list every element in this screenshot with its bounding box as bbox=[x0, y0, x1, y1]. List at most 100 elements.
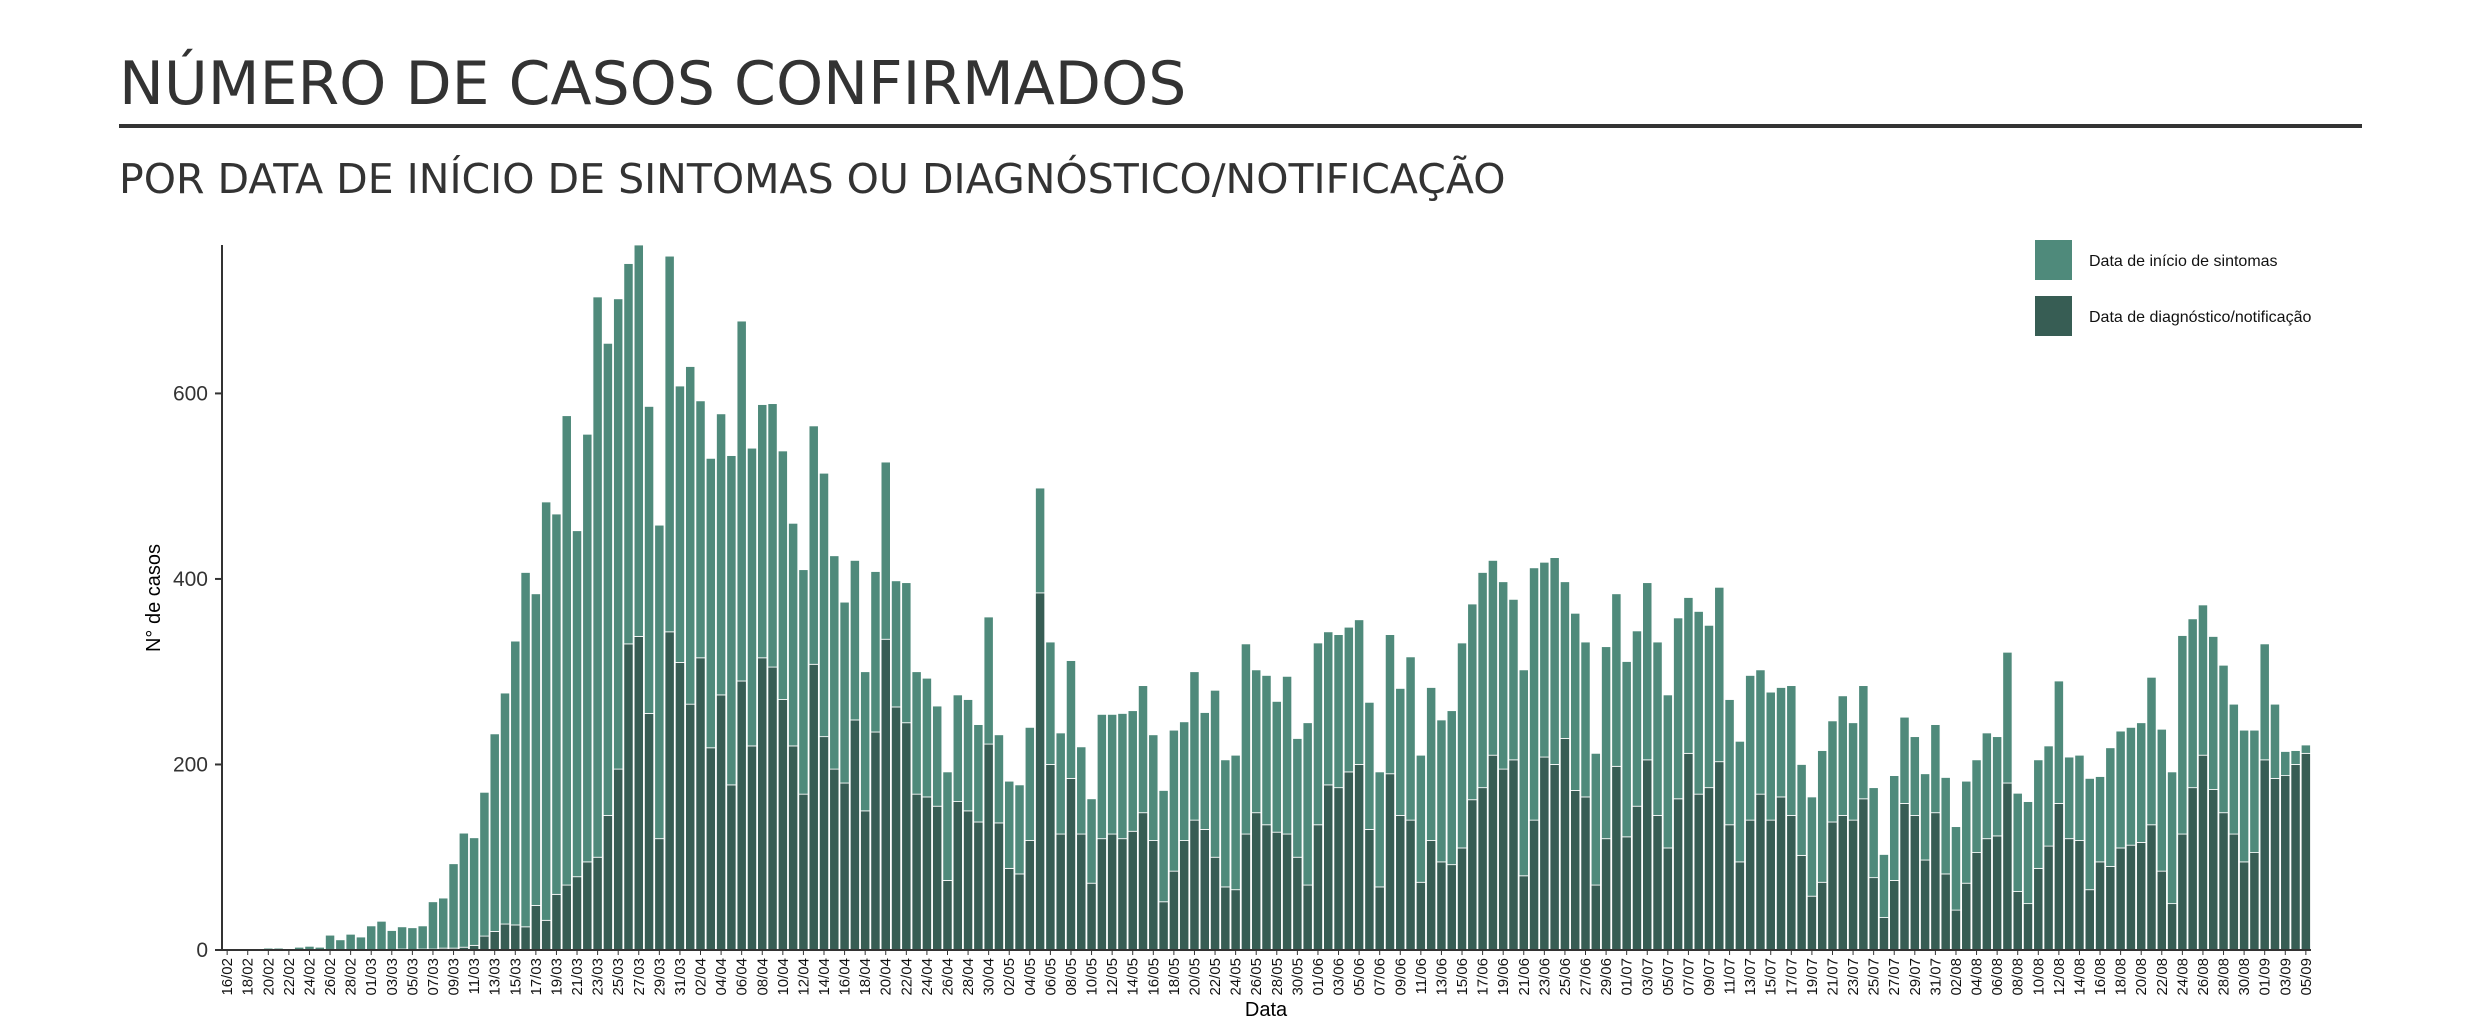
bar-segment bbox=[438, 897, 449, 949]
bar-segment bbox=[1601, 646, 1612, 840]
bar-segment bbox=[489, 931, 500, 951]
bar-segment bbox=[1137, 685, 1149, 814]
bar-segment bbox=[510, 640, 521, 926]
x-tick-label: 31/03 bbox=[672, 958, 689, 996]
bar-segment bbox=[1590, 884, 1601, 951]
bar-segment bbox=[1127, 830, 1138, 951]
bar-segment bbox=[2074, 754, 2085, 841]
bar-segment bbox=[1714, 761, 1725, 951]
bar-segment bbox=[1817, 881, 1828, 951]
bar-segment bbox=[654, 524, 665, 840]
x-tick-label: 10/04 bbox=[775, 958, 792, 996]
bar-segment bbox=[890, 580, 902, 708]
x-tick-label: 24/04 bbox=[919, 958, 936, 996]
x-tick-label: 09/07 bbox=[1701, 958, 1718, 996]
bar-segment bbox=[1878, 917, 1889, 951]
x-tick-label: 22/02 bbox=[281, 958, 298, 996]
bar-segment bbox=[2259, 759, 2270, 951]
bar-segment bbox=[1539, 756, 1550, 951]
bar-segment bbox=[798, 569, 809, 795]
bar-segment bbox=[1508, 598, 1519, 761]
bar-segment bbox=[1220, 886, 1231, 951]
x-tick-label: 03/07 bbox=[1639, 958, 1656, 996]
bar-segment bbox=[386, 930, 397, 951]
bar-segment bbox=[746, 447, 758, 747]
x-tick-label: 01/06 bbox=[1310, 958, 1327, 996]
bar-segment bbox=[1456, 847, 1468, 951]
bar-segment bbox=[1179, 721, 1190, 841]
x-tick-label: 12/04 bbox=[795, 958, 812, 996]
bar-segment bbox=[932, 805, 943, 951]
bar-segment bbox=[602, 342, 613, 816]
x-tick-label: 24/08 bbox=[2174, 958, 2191, 996]
x-tick-label: 19/03 bbox=[548, 958, 565, 996]
bar-segment bbox=[1693, 793, 1704, 951]
bar-segment bbox=[1446, 864, 1457, 951]
bar-segment bbox=[2074, 840, 2085, 951]
x-tick-label: 27/06 bbox=[1578, 958, 1595, 996]
bar-segment bbox=[726, 455, 737, 786]
bar-segment bbox=[530, 905, 541, 951]
bar-segment bbox=[1456, 642, 1468, 849]
x-tick-label: 18/08 bbox=[2113, 958, 2130, 996]
bar-segment bbox=[551, 893, 562, 951]
bar-segment bbox=[1909, 815, 1920, 951]
bar-segment bbox=[1775, 687, 1787, 798]
bar-segment bbox=[901, 722, 912, 951]
bar-segment bbox=[1837, 695, 1848, 816]
bar-segment bbox=[1014, 784, 1025, 875]
bar-segment bbox=[2208, 789, 2219, 951]
bar-segment bbox=[2084, 777, 2095, 891]
bar-segment bbox=[746, 745, 758, 951]
bar-segment bbox=[736, 320, 747, 682]
bar-segment bbox=[716, 413, 727, 696]
x-tick-label: 03/09 bbox=[2277, 958, 2294, 996]
y-axis-label: N° de casos bbox=[143, 544, 165, 652]
bar-segment bbox=[2094, 776, 2106, 863]
bar-segment bbox=[2228, 833, 2239, 951]
bar-segment bbox=[1570, 790, 1581, 951]
bar-segment bbox=[963, 810, 974, 951]
bar-segment bbox=[2280, 775, 2291, 951]
bar-segment bbox=[1323, 631, 1334, 786]
bar-segment bbox=[1230, 754, 1241, 891]
bar-segment bbox=[911, 793, 922, 951]
x-tick-label: 06/08 bbox=[1989, 958, 2006, 996]
x-tick-label: 16/04 bbox=[837, 958, 854, 996]
x-tick-label: 01/03 bbox=[363, 958, 380, 996]
bar-segment bbox=[952, 694, 963, 802]
bar-segment bbox=[2064, 838, 2075, 951]
bar-segment bbox=[2208, 636, 2219, 790]
bar-segment bbox=[1158, 901, 1169, 951]
bar-segment bbox=[983, 616, 994, 745]
bar-segment bbox=[479, 935, 490, 951]
bar-segment bbox=[2249, 852, 2260, 951]
bar-segment bbox=[1261, 824, 1272, 951]
bar-segment bbox=[2290, 764, 2301, 951]
x-tick-label: 04/05 bbox=[1022, 958, 1039, 996]
bar-segment bbox=[1786, 815, 1797, 951]
bar-segment bbox=[1621, 661, 1632, 838]
x-tick-label: 05/09 bbox=[2298, 958, 2315, 996]
x-tick-label: 12/08 bbox=[2051, 958, 2068, 996]
bar-segment bbox=[644, 406, 655, 714]
bar-segment bbox=[417, 925, 428, 950]
x-tick-label: 15/06 bbox=[1454, 958, 1471, 996]
bar-segment bbox=[2156, 728, 2167, 872]
bar-segment bbox=[921, 796, 932, 951]
bar-segment bbox=[1035, 592, 1046, 951]
x-tick-label: 16/08 bbox=[2092, 958, 2109, 996]
bar-segment bbox=[2115, 730, 2126, 849]
bar-segment bbox=[1199, 829, 1210, 951]
bar-segment bbox=[911, 671, 922, 795]
x-tick-label: 16/05 bbox=[1145, 958, 1162, 996]
bar-segment bbox=[818, 472, 830, 738]
bar-segment bbox=[1374, 886, 1385, 951]
bar-segment bbox=[1312, 824, 1323, 951]
x-tick-label: 20/08 bbox=[2133, 958, 2150, 996]
bar-segment bbox=[1992, 736, 2003, 837]
bar-segment bbox=[1302, 722, 1313, 886]
x-tick-label: 09/06 bbox=[1392, 958, 1409, 996]
bar-segment bbox=[1436, 861, 1447, 951]
bar-segment bbox=[1055, 833, 1066, 951]
